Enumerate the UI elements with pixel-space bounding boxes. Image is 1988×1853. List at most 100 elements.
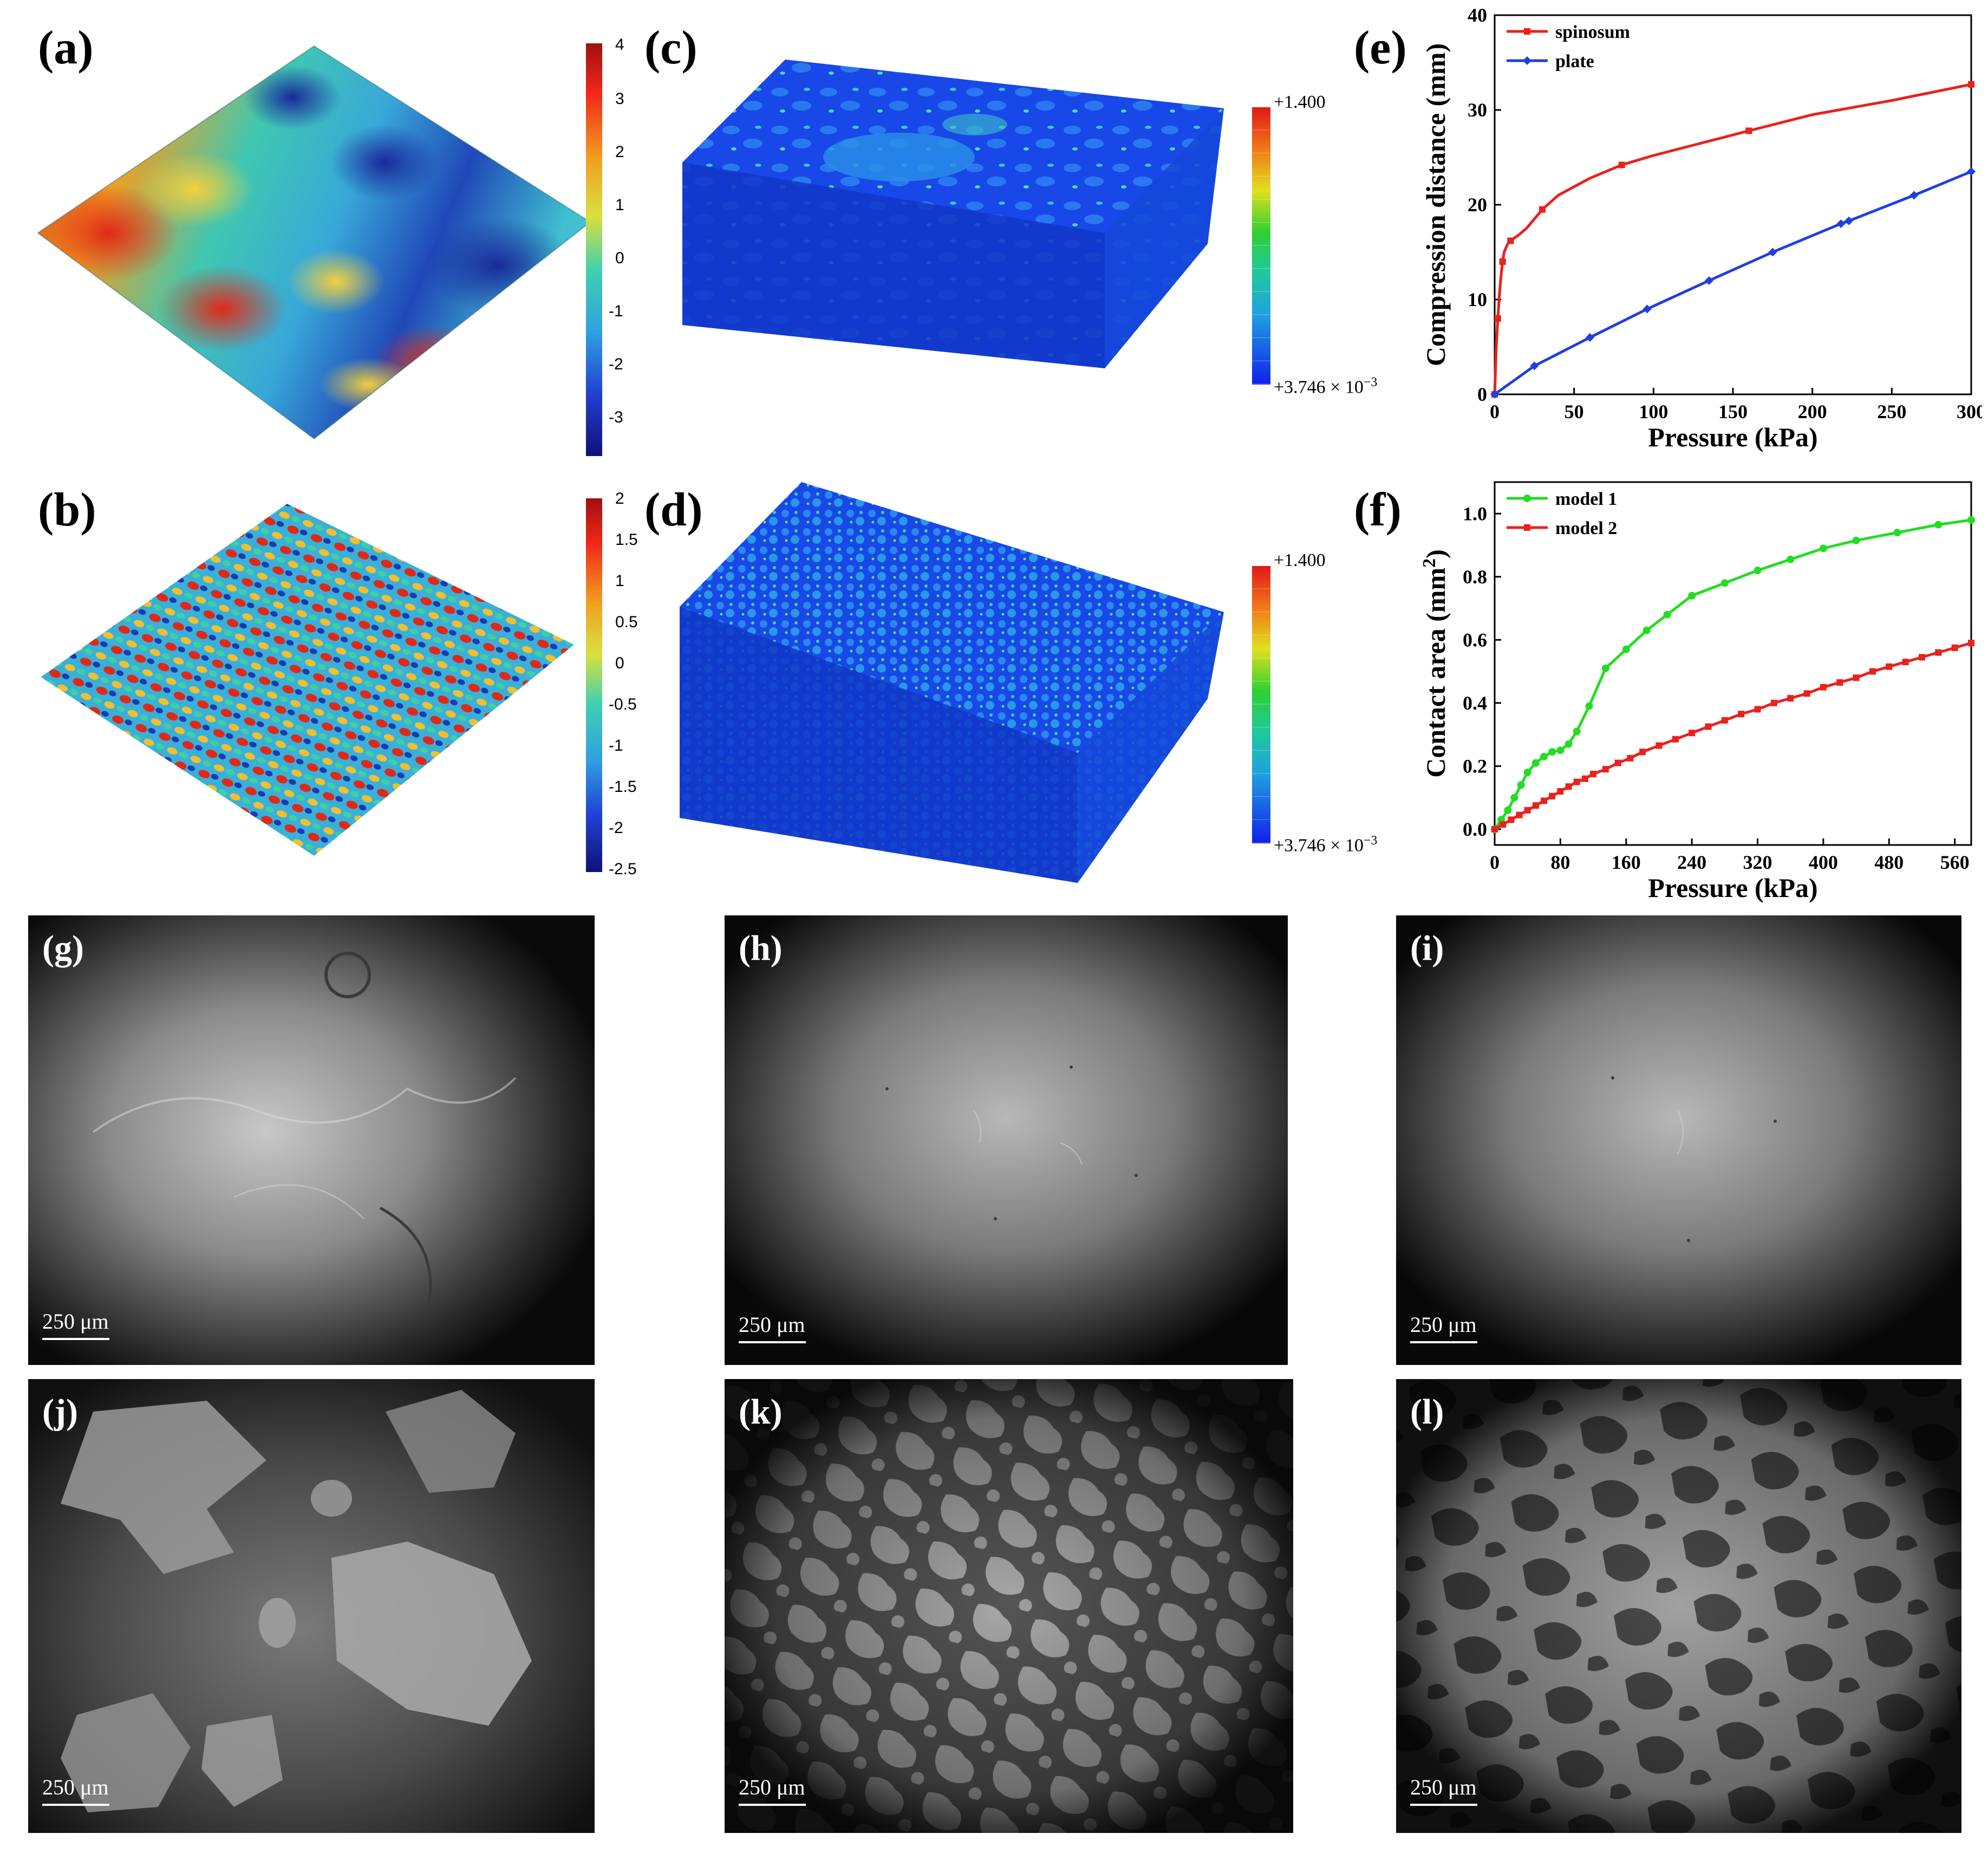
data-point [1672, 736, 1679, 743]
colorbar-b-tick: -0.5 [609, 695, 637, 713]
chart-e: 0 50 100 150 200 250 300 0 10 20 30 40 Pressure (kPa… [1420, 4, 1982, 452]
y-tick-label: 0.0 [1463, 818, 1487, 840]
colorbar-c [1252, 107, 1270, 385]
y-tick-label: 0.6 [1463, 629, 1487, 651]
panel-label-i: (i) [1410, 928, 1444, 968]
micrograph-h-image [725, 915, 1288, 1365]
data-point [1565, 783, 1572, 790]
data-point [1540, 752, 1548, 760]
data-point [1639, 749, 1646, 756]
x-tick-label: 80 [1550, 851, 1570, 873]
micrograph-h: (h) 250 μm [725, 915, 1288, 1365]
y-axis-label-tail: ) [1420, 549, 1451, 558]
data-point [1499, 258, 1506, 265]
micrograph-g: (g) 250 μm [28, 915, 595, 1365]
height-map-b [41, 504, 574, 856]
colorbar-c-min: +3.746 × 10−3 [1274, 376, 1377, 396]
data-point [1705, 276, 1713, 285]
data-point [1721, 717, 1728, 724]
colorbar-a-tick: 3 [615, 90, 624, 108]
data-point [1934, 521, 1943, 529]
data-point [1720, 579, 1729, 587]
data-point [1886, 663, 1893, 670]
colorbar-c-max: +1.400 [1274, 92, 1326, 112]
panel-label-g: (g) [42, 928, 84, 968]
data-point [1549, 792, 1556, 799]
micrograph-l: (l) 250 μm [1396, 1379, 1961, 1833]
data-point [1622, 645, 1630, 653]
panel-label-c: (c) [644, 22, 698, 74]
colorbar-c-min-exp: −3 [1363, 375, 1378, 389]
data-point [1602, 766, 1609, 773]
x-tick-label: 240 [1677, 851, 1706, 873]
data-point [1770, 699, 1777, 706]
micrograph-j: (j) 250 μm [28, 1379, 595, 1833]
colorbar-b-tick: 1.5 [615, 531, 638, 549]
scale-bar [42, 1804, 109, 1806]
colorbar-a [586, 43, 602, 456]
data-point [1836, 679, 1843, 686]
data-point [1508, 816, 1515, 823]
data-point [1967, 516, 1975, 524]
y-tick-label: 0 [1477, 383, 1487, 405]
data-point [1642, 304, 1652, 314]
x-tick-label: 200 [1798, 401, 1827, 422]
x-tick-label: 400 [1809, 851, 1838, 873]
legend-label: plate [1555, 51, 1594, 71]
scale-bar [739, 1341, 806, 1343]
data-point [1844, 216, 1854, 225]
panel-label-e: (e) [1354, 22, 1407, 74]
data-point [1642, 626, 1651, 634]
series-line-model-2 [1494, 641, 1972, 831]
data-point [1627, 755, 1634, 762]
data-point [1491, 825, 1498, 833]
colorbar-a-tick: -2 [609, 355, 623, 373]
colorbar-d-min-exp: −3 [1363, 834, 1378, 848]
data-point [1581, 775, 1588, 782]
legend-label: model 2 [1555, 518, 1617, 538]
data-point [1573, 727, 1581, 736]
data-point [1530, 361, 1539, 370]
data-point [1585, 702, 1593, 710]
data-point [1524, 807, 1531, 814]
data-point [1590, 770, 1597, 777]
height-map-a [37, 45, 591, 440]
colorbar-b [586, 498, 602, 872]
data-point [1787, 695, 1794, 702]
data-point [1614, 759, 1621, 766]
x-tick-label: 560 [1940, 851, 1970, 873]
data-point [1738, 711, 1745, 718]
data-point [1689, 730, 1696, 737]
y-tick-label: 0.8 [1463, 566, 1487, 588]
panel-label-d: (d) [644, 484, 703, 536]
legend-marker [1524, 28, 1530, 35]
legend-marker [1523, 56, 1531, 65]
panel-label-k: (k) [739, 1392, 783, 1432]
data-point [1523, 769, 1531, 776]
y-tick-label: 1.0 [1463, 503, 1487, 524]
plot-frame [1494, 14, 1972, 395]
data-point [1531, 759, 1540, 767]
micrograph-k: (k) 250 μm [725, 1379, 1293, 1833]
x-tick-label: 150 [1718, 401, 1748, 422]
chart-f: 0 80 160 240 320 400 480 560 0.0 0.2 0.4 0.6 0.8 1.0 P… [1419, 481, 1975, 903]
data-point [1951, 644, 1958, 651]
x-tick-label: 160 [1612, 851, 1641, 873]
panel-label-h: (h) [739, 928, 783, 968]
colorbar-b-tick: 0.5 [615, 613, 638, 631]
legend-label: model 1 [1555, 489, 1617, 509]
colorbar-d-min: +3.746 × 10−3 [1274, 834, 1377, 855]
data-point [1853, 674, 1860, 681]
scale-bar-label: 250 μm [739, 1775, 805, 1799]
fem-block-c [682, 60, 1224, 368]
data-point [1573, 778, 1580, 785]
series-line-spinosum [1493, 83, 1972, 395]
colorbar-d-min-prefix: +3.746 × 10 [1274, 835, 1364, 856]
scale-bar-label: 250 μm [42, 1775, 109, 1799]
x-axis-label: Pressure (kPa) [1648, 873, 1817, 903]
data-point [1902, 659, 1909, 666]
y-tick-label: 0.4 [1463, 692, 1487, 714]
micrograph-g-image [28, 915, 595, 1365]
y-tick-label: 10 [1468, 289, 1487, 310]
data-point [1517, 781, 1525, 789]
